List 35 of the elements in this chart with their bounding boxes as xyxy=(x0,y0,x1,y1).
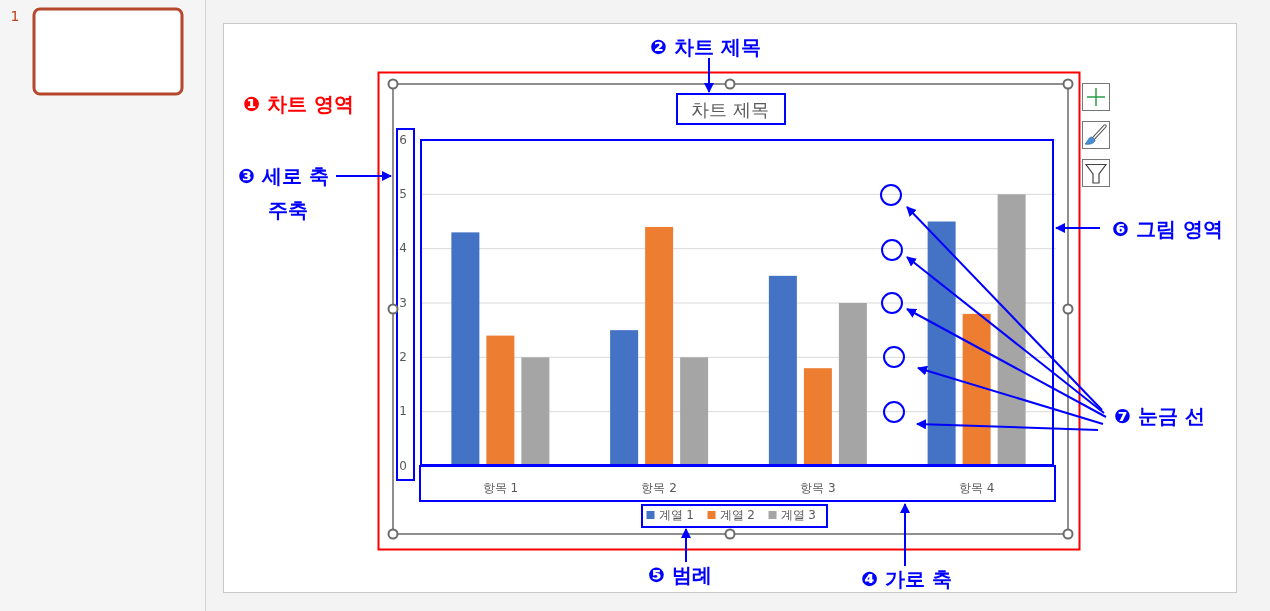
y-tick-label: 2 xyxy=(399,349,407,364)
y-tick-label: 3 xyxy=(399,295,407,310)
chart-title: 차트 제목 xyxy=(691,99,769,120)
text: ❺ 범례 xyxy=(648,563,712,587)
text: ❷ 차트 제목 xyxy=(650,35,761,59)
text: ❻ 그림 영역 xyxy=(1112,217,1223,241)
bar xyxy=(962,313,991,466)
bar xyxy=(486,335,515,466)
y-tick-label: 6 xyxy=(399,132,407,147)
text: ❶ 차트 영역 xyxy=(243,92,354,116)
bar xyxy=(610,330,639,466)
x-tick-label: 항목 3 xyxy=(800,481,836,495)
bar xyxy=(521,357,550,466)
bar xyxy=(803,368,832,466)
x-tick-label: 항목 2 xyxy=(641,481,677,495)
bar xyxy=(680,357,709,466)
bar xyxy=(927,221,956,466)
y-tick-label: 1 xyxy=(399,404,407,419)
text: ❹ 가로 축 xyxy=(861,567,952,591)
bar xyxy=(645,226,674,466)
bar xyxy=(768,275,797,466)
legend-label: 계열 3 xyxy=(780,507,816,522)
y-tick-label: 5 xyxy=(399,186,407,201)
bar xyxy=(838,303,867,466)
legend-label: 계열 2 xyxy=(719,507,755,522)
text: 1 xyxy=(10,8,20,24)
text: ❸ 세로 축 주축 xyxy=(238,164,336,222)
x-tick-label: 항목 4 xyxy=(958,481,995,495)
y-tick-label: 4 xyxy=(399,241,407,256)
text: ❼ 눈금 선 xyxy=(1114,404,1205,428)
legend-label: 계열 1 xyxy=(658,507,694,522)
x-tick-label: 항목 1 xyxy=(482,481,519,495)
y-tick-label: 0 xyxy=(399,458,407,473)
bar xyxy=(997,194,1026,466)
bar xyxy=(451,232,480,466)
